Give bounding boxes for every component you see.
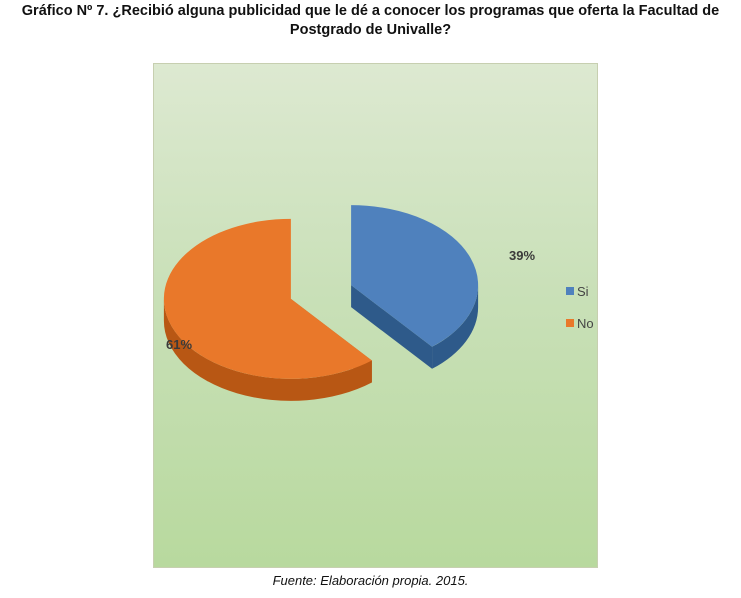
legend-label-si: Si xyxy=(577,284,589,299)
legend: Si No xyxy=(566,284,594,331)
chart-source: Fuente: Elaboración propia. 2015. xyxy=(272,573,469,588)
slice-cut-si-1 xyxy=(351,285,433,369)
chart-title-line-2: Postgrado de Univalle? xyxy=(289,22,452,38)
pie-chart: 39% 61% Si No xyxy=(163,205,594,401)
chart-title: Gráfico Nº 7. ¿Recibió alguna publicidad… xyxy=(0,2,741,40)
legend-swatch-si xyxy=(566,287,574,295)
legend-swatch-no xyxy=(566,319,574,327)
slice-top-no xyxy=(163,218,372,379)
slice-side-no xyxy=(163,298,372,401)
chart-area: 39% 61% Si No xyxy=(153,63,598,568)
data-label-no: 61% xyxy=(166,337,192,352)
pie-tops xyxy=(163,205,479,379)
slice-side-si xyxy=(432,285,479,369)
legend-label-no: No xyxy=(577,316,594,331)
data-label-si: 39% xyxy=(509,248,535,263)
slice-top-si xyxy=(351,205,479,347)
chart-title-line-1: Gráfico Nº 7. ¿Recibió alguna publicidad… xyxy=(21,3,720,19)
